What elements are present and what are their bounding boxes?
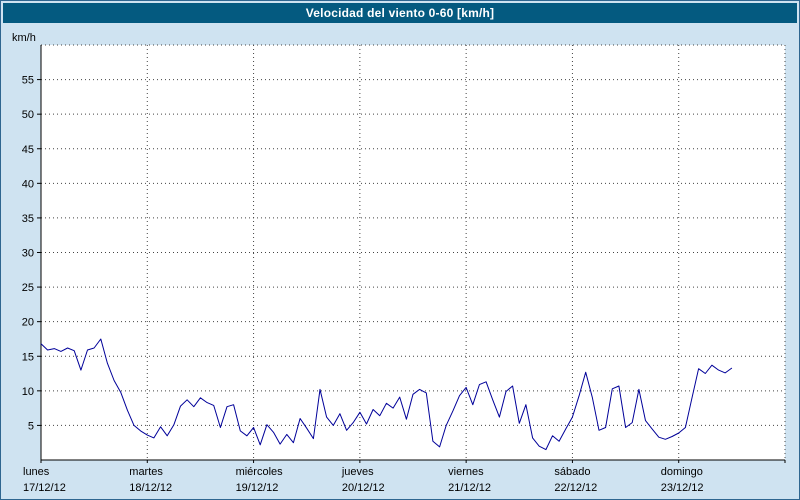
chart-title: Velocidad del viento 0-60 [km/h] (305, 6, 495, 20)
x-day-date-label: 20/12/12 (342, 482, 385, 494)
x-day-date-label: 19/12/12 (236, 482, 279, 494)
y-tick-label: 45 (22, 144, 34, 156)
wind-speed-line (40, 338, 733, 451)
x-day-date-label: 18/12/12 (129, 482, 172, 494)
x-day-name-label: martes (129, 466, 163, 478)
x-day-date-label: 22/12/12 (554, 482, 597, 494)
y-tick-label: 35 (22, 213, 34, 225)
y-tick-label: 30 (22, 248, 34, 260)
y-tick-label: 40 (22, 178, 34, 190)
y-tick-label: 5 (28, 420, 34, 432)
y-tick-label: 15 (22, 351, 34, 363)
x-day-name-label: viernes (448, 466, 484, 478)
x-day-name-label: domingo (661, 466, 703, 478)
x-day-date-label: 21/12/12 (448, 482, 491, 494)
y-axis-unit-label: km/h (12, 32, 36, 44)
chart-title-bar: Velocidad del viento 0-60 [km/h] (3, 3, 797, 23)
y-tick-label: 20 (22, 317, 34, 329)
x-day-date-label: 17/12/12 (23, 482, 66, 494)
x-day-date-label: 23/12/12 (661, 482, 704, 494)
x-day-name-label: miércoles (236, 466, 284, 478)
y-tick-label: 10 (22, 386, 34, 398)
y-tick-label: 55 (22, 75, 34, 87)
x-day-name-label: lunes (23, 466, 50, 478)
x-day-name-label: sábado (554, 466, 590, 478)
x-day-name-label: jueves (341, 466, 374, 478)
y-tick-label: 25 (22, 282, 34, 294)
y-tick-label: 50 (22, 109, 34, 121)
